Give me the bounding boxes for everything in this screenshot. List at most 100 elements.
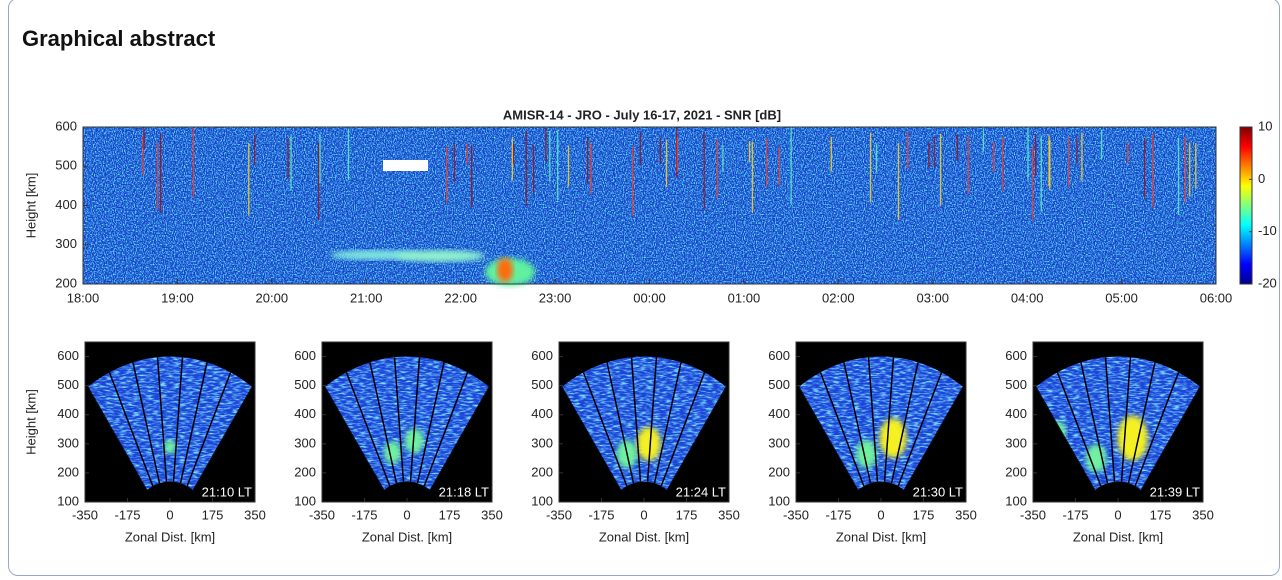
x-tick-label: 0 bbox=[166, 507, 173, 522]
y-axis-label: Height [km] bbox=[23, 389, 38, 455]
echo-blob bbox=[163, 439, 177, 454]
x-tick-label: -350 bbox=[546, 507, 572, 522]
y-tick-label: 200 bbox=[768, 464, 790, 479]
beam-divider bbox=[186, 372, 232, 487]
beam-divider bbox=[606, 362, 635, 484]
beam-divider bbox=[416, 362, 445, 484]
y-tick-label: 600 bbox=[55, 118, 77, 133]
beam-divider bbox=[883, 357, 895, 482]
x-tick-label: 175 bbox=[913, 507, 935, 522]
echo-blob bbox=[404, 428, 424, 454]
title-bg bbox=[470, 107, 810, 123]
echo-blob bbox=[879, 418, 907, 458]
x-tick-label: 05:00 bbox=[1105, 290, 1138, 305]
y-tick-label: 600 bbox=[531, 348, 553, 363]
x-tick-label: 22:00 bbox=[444, 290, 477, 305]
y-tick-label: 300 bbox=[531, 435, 553, 450]
x-tick-label: -175 bbox=[351, 507, 377, 522]
echo-blob bbox=[1085, 444, 1107, 473]
y-tick-label: 300 bbox=[294, 435, 316, 450]
x-tick-label: 04:00 bbox=[1011, 290, 1044, 305]
x-tick-label: -175 bbox=[588, 507, 614, 522]
x-tick-label: 18:00 bbox=[67, 290, 100, 305]
beam-divider bbox=[179, 362, 208, 484]
y-tick-label: 600 bbox=[294, 348, 316, 363]
y-tick-label: 100 bbox=[1005, 493, 1027, 508]
echo-blob bbox=[856, 439, 877, 469]
beam-divider bbox=[1127, 362, 1156, 484]
y-tick-label: 300 bbox=[55, 236, 77, 251]
beam-divider bbox=[1056, 372, 1102, 487]
y-tick-label: 400 bbox=[531, 406, 553, 421]
y-tick-label: 600 bbox=[1005, 348, 1027, 363]
echo-blob bbox=[636, 426, 661, 461]
y-tick-label: 300 bbox=[768, 435, 790, 450]
x-tick-label: 350 bbox=[244, 507, 266, 522]
y-tick-label: 400 bbox=[57, 406, 79, 421]
beam-divider bbox=[660, 372, 706, 487]
beam-divider bbox=[630, 357, 642, 482]
y-tick-label: 500 bbox=[768, 377, 790, 392]
beam-divider bbox=[132, 362, 161, 484]
beam-divider bbox=[1080, 362, 1109, 484]
rti-noise bbox=[83, 127, 1216, 284]
x-axis-label: Zonal Dist. [km] bbox=[599, 529, 689, 544]
colorbar-tick-label: 0 bbox=[1258, 171, 1265, 186]
y-axis-label: Height [km] bbox=[23, 173, 38, 239]
y-tick-label: 500 bbox=[294, 377, 316, 392]
y-tick-label: 200 bbox=[1005, 464, 1027, 479]
x-tick-label: 0 bbox=[403, 507, 410, 522]
plasma-echo bbox=[395, 250, 485, 262]
beam-divider bbox=[87, 386, 148, 491]
abstract-card bbox=[8, 0, 1280, 576]
y-tick-label: 100 bbox=[294, 493, 316, 508]
x-tick-label: 02:00 bbox=[822, 290, 855, 305]
x-tick-label: -350 bbox=[1020, 507, 1046, 522]
fan-panel: 100 200 300 400 500 600 -350 -175 0 175 350 Zonal D… bbox=[531, 341, 740, 544]
x-tick-label: 23:00 bbox=[539, 290, 572, 305]
colorbar-tick-label: 10 bbox=[1258, 118, 1272, 133]
y-tick-label: 200 bbox=[294, 464, 316, 479]
x-tick-label: -350 bbox=[309, 507, 335, 522]
beam-divider bbox=[897, 372, 943, 487]
x-axis-label: Zonal Dist. [km] bbox=[125, 529, 215, 544]
x-tick-label: 350 bbox=[718, 507, 740, 522]
fan-panel: 100 200 300 400 500 600 -350 -175 0 175 350 Zonal D… bbox=[23, 341, 266, 544]
beam-divider bbox=[653, 362, 682, 484]
x-tick-label: 350 bbox=[1192, 507, 1214, 522]
x-tick-label: -175 bbox=[114, 507, 140, 522]
beam-divider bbox=[1134, 372, 1180, 487]
x-tick-label: 0 bbox=[877, 507, 884, 522]
x-axis-label: Zonal Dist. [km] bbox=[362, 529, 452, 544]
beam-divider bbox=[172, 357, 184, 482]
x-tick-label: -350 bbox=[72, 507, 98, 522]
beam-divider bbox=[369, 362, 398, 484]
x-tick-label: 175 bbox=[439, 507, 461, 522]
x-tick-label: 06:00 bbox=[1200, 290, 1233, 305]
y-tick-label: 600 bbox=[768, 348, 790, 363]
beam-divider bbox=[819, 372, 865, 487]
y-tick-label: 500 bbox=[55, 158, 77, 173]
beam-divider bbox=[1104, 357, 1116, 482]
x-tick-label: -350 bbox=[783, 507, 809, 522]
y-tick-label: 500 bbox=[1005, 377, 1027, 392]
x-tick-label: -175 bbox=[1062, 507, 1088, 522]
x-tick-label: 0 bbox=[640, 507, 647, 522]
y-tick-label: 200 bbox=[55, 275, 77, 290]
x-tick-label: 03:00 bbox=[916, 290, 949, 305]
section-title: Graphical abstract bbox=[22, 26, 216, 51]
beam-divider bbox=[108, 372, 154, 487]
x-tick-label: 01:00 bbox=[728, 290, 761, 305]
fan-panel: 100 200 300 400 500 600 -350 -175 0 175 350 Zonal D… bbox=[294, 341, 503, 544]
colorbar bbox=[1239, 126, 1253, 285]
beam-divider bbox=[192, 386, 253, 491]
y-tick-label: 400 bbox=[294, 406, 316, 421]
y-tick-label: 100 bbox=[57, 493, 79, 508]
beam-divider bbox=[156, 357, 168, 482]
fan-panel: 100 200 300 400 500 600 -350 -175 0 175 350 Zonal D… bbox=[768, 341, 977, 544]
beam-divider bbox=[582, 372, 628, 487]
y-tick-label: 400 bbox=[768, 406, 790, 421]
panel-time: 21:24 LT bbox=[676, 484, 726, 499]
x-tick-label: -175 bbox=[825, 507, 851, 522]
